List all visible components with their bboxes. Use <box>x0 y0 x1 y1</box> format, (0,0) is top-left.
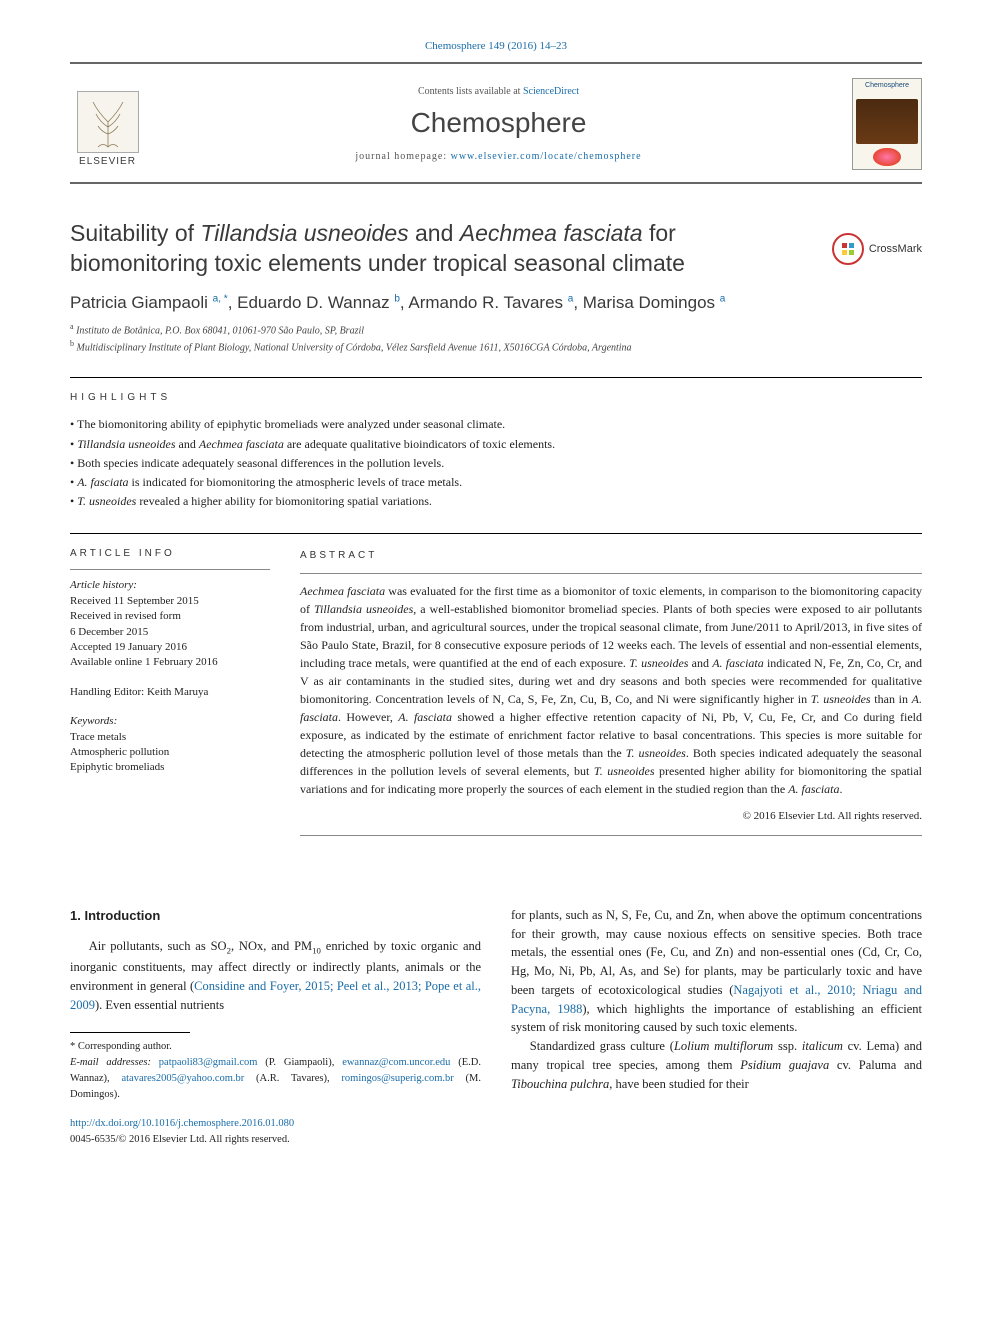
abstract-copyright: © 2016 Elsevier Ltd. All rights reserved… <box>300 808 922 825</box>
highlights-section: HIGHLIGHTS The biomonitoring ability of … <box>70 392 922 511</box>
history-title: Article history: <box>70 578 270 593</box>
authors-line: Patricia Giampaoli a, *, Eduardo D. Wann… <box>70 293 922 313</box>
masthead-center: Contents lists available at ScienceDirec… <box>165 86 832 162</box>
highlight-item: A. fasciata is indicated for biomonitori… <box>70 473 922 492</box>
subscript: 10 <box>312 946 321 956</box>
issn-copyright: 0045-6535/© 2016 Elsevier Ltd. All right… <box>70 1134 290 1145</box>
rule <box>300 835 922 836</box>
email-link[interactable]: atavares2005@yahoo.com.br <box>121 1073 244 1084</box>
info-abstract-row: ARTICLE INFO Article history: Received 1… <box>70 548 922 836</box>
citation-line: Chemosphere 149 (2016) 14–23 <box>70 40 922 52</box>
highlights-heading: HIGHLIGHTS <box>70 392 922 403</box>
sciencedirect-link[interactable]: ScienceDirect <box>523 86 579 97</box>
corresponding-author: * Corresponding author. <box>70 1039 481 1055</box>
journal-name: Chemosphere <box>165 107 832 139</box>
txt: Standardized grass culture ( <box>530 1039 674 1053</box>
history-line: Received in revised form <box>70 609 270 624</box>
txt: Air pollutants, such as SO <box>89 939 227 953</box>
title-prefix: Suitability of <box>70 220 200 246</box>
article-title: Suitability of Tillandsia usneoides and … <box>70 219 816 279</box>
elsevier-tree-icon <box>77 91 139 153</box>
body-columns: 1. Introduction Air pollutants, such as … <box>70 906 922 1148</box>
rule <box>70 569 270 570</box>
affiliations: a Instituto de Botânica, P.O. Box 68041,… <box>70 321 922 356</box>
title-block: Suitability of Tillandsia usneoides and … <box>70 219 922 279</box>
footnotes: * Corresponding author. E-mail addresses… <box>70 1039 481 1102</box>
keyword: Trace metals <box>70 730 270 745</box>
txt: , have been studied for their <box>609 1077 749 1091</box>
txt: ssp. <box>773 1039 802 1053</box>
keyword: Atmospheric pollution <box>70 745 270 760</box>
keywords-block: Keywords: Trace metalsAtmospheric pollut… <box>70 714 270 776</box>
species: Psidium guajava <box>740 1058 829 1072</box>
homepage-prefix: journal homepage: <box>355 151 450 162</box>
abstract-body: Aechmea fasciata was evaluated for the f… <box>300 582 922 798</box>
keyword: Epiphytic bromeliads <box>70 760 270 775</box>
left-column: 1. Introduction Air pollutants, such as … <box>70 906 481 1148</box>
highlights-list: The biomonitoring ability of epiphytic b… <box>70 415 922 511</box>
title-mid: and <box>409 220 460 246</box>
intro-para-right-2: Standardized grass culture (Lolium multi… <box>511 1037 922 1093</box>
highlight-item: Tillandsia usneoides and Aechmea fasciat… <box>70 435 922 454</box>
highlight-item: T. usneoides revealed a higher ability f… <box>70 492 922 511</box>
crossmark-label: CrossMark <box>869 243 922 255</box>
handling-editor: Handling Editor: Keith Maruya <box>70 685 270 700</box>
rule <box>70 377 922 378</box>
crossmark-badge[interactable]: CrossMark <box>832 219 922 279</box>
page: Chemosphere 149 (2016) 14–23 ELSEVIER Co… <box>0 0 992 1178</box>
email-addresses: E-mail addresses: patpaoli83@gmail.com (… <box>70 1055 481 1102</box>
history-line: Available online 1 February 2016 <box>70 655 270 670</box>
species: Tibouchina pulchra <box>511 1077 609 1091</box>
footnote-rule <box>70 1032 190 1033</box>
email-link[interactable]: patpaoli83@gmail.com <box>159 1057 258 1068</box>
right-column: for plants, such as N, S, Fe, Cu, and Zn… <box>511 906 922 1148</box>
txt: ). Even essential nutrients <box>95 998 224 1012</box>
publisher-logo: ELSEVIER <box>70 82 145 167</box>
doi-block: http://dx.doi.org/10.1016/j.chemosphere.… <box>70 1116 481 1148</box>
title-species-2: Aechmea fasciata <box>460 220 643 246</box>
highlight-item: Both species indicate adequately seasona… <box>70 454 922 473</box>
email-link[interactable]: ewannaz@com.uncor.edu <box>342 1057 450 1068</box>
species: Lolium multiflorum <box>674 1039 773 1053</box>
abstract: ABSTRACT Aechmea fasciata was evaluated … <box>300 548 922 836</box>
abstract-heading: ABSTRACT <box>300 548 922 563</box>
history-line: Accepted 19 January 2016 <box>70 640 270 655</box>
journal-homepage-line: journal homepage: www.elsevier.com/locat… <box>165 151 832 162</box>
publisher-name: ELSEVIER <box>79 156 136 167</box>
txt: cv. Paluma and <box>829 1058 922 1072</box>
article-history: Article history: Received 11 September 2… <box>70 578 270 670</box>
doi-link[interactable]: http://dx.doi.org/10.1016/j.chemosphere.… <box>70 1118 294 1129</box>
article-info-heading: ARTICLE INFO <box>70 548 270 559</box>
intro-para-right-1: for plants, such as N, S, Fe, Cu, and Zn… <box>511 906 922 1037</box>
journal-homepage-link[interactable]: www.elsevier.com/locate/chemosphere <box>451 151 642 162</box>
masthead: ELSEVIER Contents lists available at Sci… <box>70 62 922 184</box>
email-link[interactable]: romingos@superig.com.br <box>341 1073 453 1084</box>
history-line: 6 December 2015 <box>70 625 270 640</box>
highlight-item: The biomonitoring ability of epiphytic b… <box>70 415 922 434</box>
title-species-1: Tillandsia usneoides <box>200 220 408 246</box>
section-heading-introduction: 1. Introduction <box>70 906 481 926</box>
article-info: ARTICLE INFO Article history: Received 1… <box>70 548 270 836</box>
contents-available-line: Contents lists available at ScienceDirec… <box>165 86 832 97</box>
intro-para-left: Air pollutants, such as SO2, NOx, and PM… <box>70 937 481 1014</box>
keywords-title: Keywords: <box>70 714 270 729</box>
cover-title: Chemosphere <box>853 79 921 89</box>
species: italicum <box>802 1039 843 1053</box>
crossmark-icon <box>832 233 864 265</box>
txt: , NOx, and PM <box>231 939 312 953</box>
rule <box>70 533 922 534</box>
history-line: Received 11 September 2015 <box>70 594 270 609</box>
rule <box>300 573 922 574</box>
journal-cover-thumbnail: Chemosphere <box>852 78 922 170</box>
contents-prefix: Contents lists available at <box>418 86 523 97</box>
